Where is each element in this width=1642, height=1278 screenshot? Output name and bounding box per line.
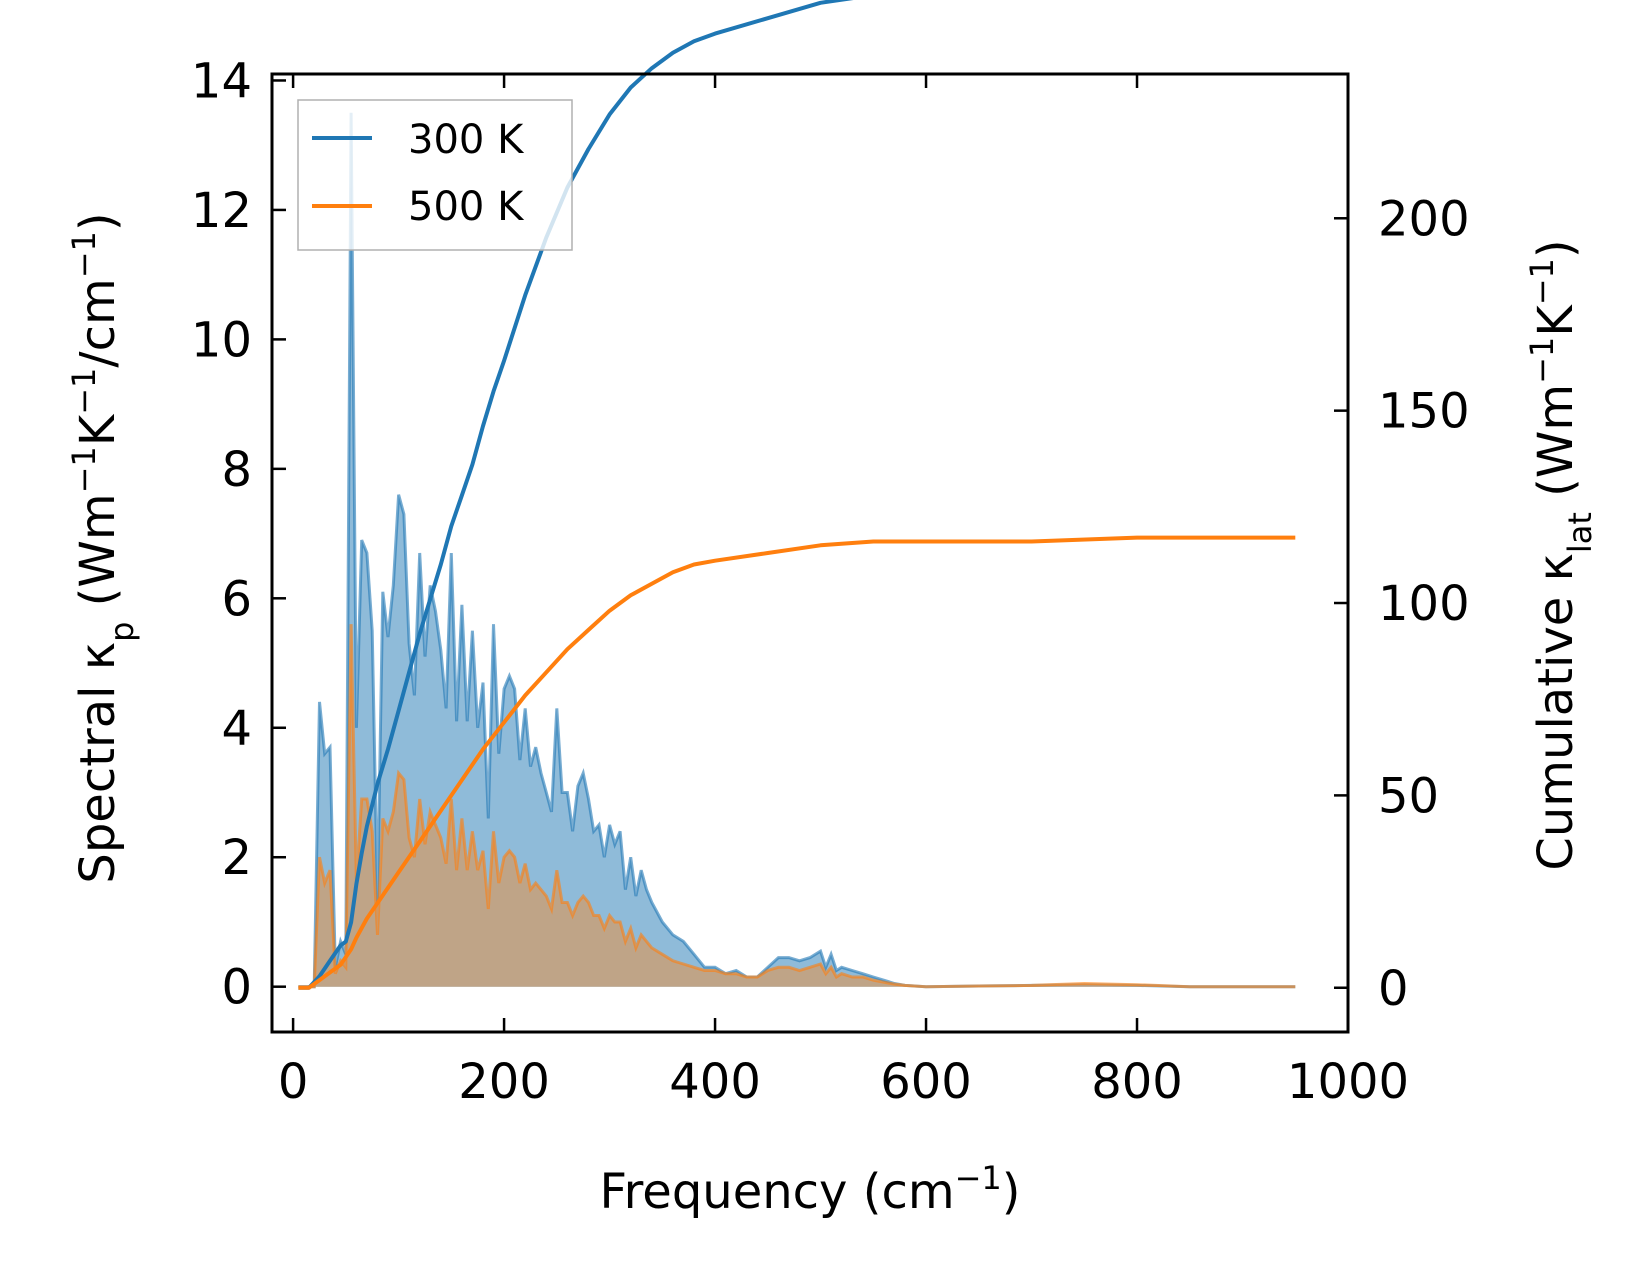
y-right-tick-label: 200 [1378, 191, 1470, 247]
legend: 300 K 500 K [297, 99, 573, 251]
x-tick-label: 200 [458, 1054, 550, 1110]
x-tick-label: 400 [669, 1054, 761, 1110]
legend-label-300k: 300 K [408, 117, 525, 163]
legend-label-500k: 500 K [408, 184, 525, 230]
y-left-tick-label: 2 [221, 830, 252, 886]
y-right-tick-label: 0 [1378, 961, 1409, 1017]
y-right-axis-title: Cumulative κlat (Wm−1K−1) [1523, 239, 1599, 870]
legend-box [297, 99, 573, 251]
axes-frame [270, 72, 1350, 1034]
spectral-line-300k [298, 112, 1296, 989]
x-tick-label: 1000 [1287, 1054, 1409, 1110]
ticks: 0 200 400 600 800 1000 0 2 4 6 8 10 12 14 0 50 100 150 200 [191, 53, 1470, 1110]
y-left-tick-label: 14 [191, 53, 252, 109]
y-left-tick-label: 8 [221, 442, 252, 498]
y-right-tick-label: 50 [1378, 768, 1439, 824]
spectral-fill-500k [298, 624, 1296, 987]
spectral-line-500k [298, 624, 1296, 989]
y-left-axis-title: Spectral κp (Wm−1K−1/cm−1) [65, 212, 141, 883]
y-left-tick-label: 0 [221, 960, 252, 1016]
y-left-tick-label: 6 [221, 571, 252, 627]
cumulative-line-300k [298, 0, 854, 990]
y-left-tick-label: 12 [191, 183, 252, 239]
cumulative-line-500k [298, 535, 1296, 990]
y-right-tick-label: 100 [1378, 576, 1470, 632]
x-tick-label: 0 [278, 1054, 309, 1110]
y-left-tick-label: 10 [191, 312, 252, 368]
x-tick-label: 600 [880, 1054, 972, 1110]
y-right-tick-label: 150 [1378, 384, 1470, 440]
y-left-tick-label: 4 [221, 701, 252, 757]
x-axis-title: Frequency (cm−1) [599, 1159, 1020, 1220]
plot-area [298, 0, 1296, 990]
x-tick-label: 800 [1091, 1054, 1183, 1110]
